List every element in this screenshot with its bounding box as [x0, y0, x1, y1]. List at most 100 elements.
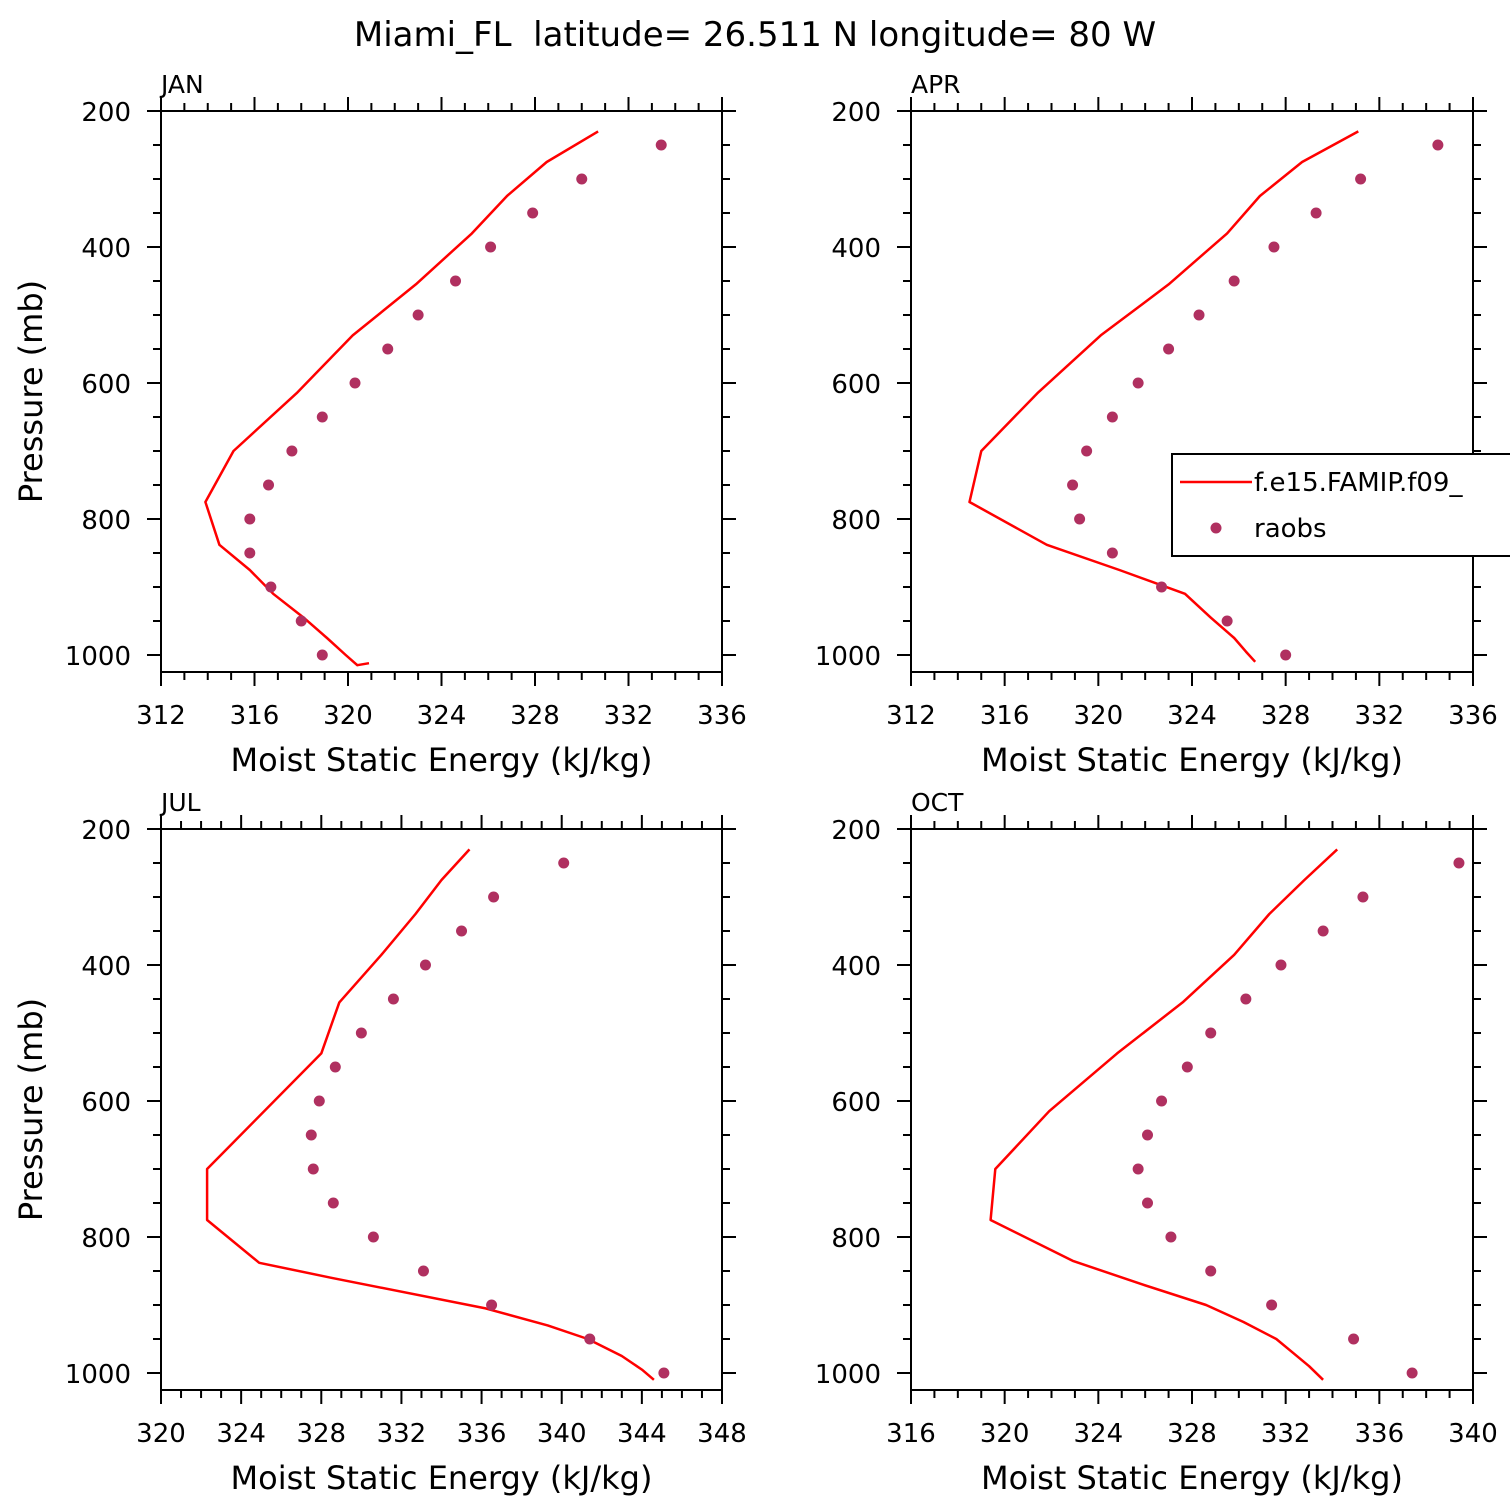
obs-point: [263, 479, 275, 491]
obs-point: [655, 139, 667, 151]
obs-point: [307, 1163, 319, 1175]
obs-point: [1280, 649, 1292, 661]
x-axis-label: Moist Static Energy (kJ/kg): [981, 741, 1403, 779]
x-tick-label: 328: [1261, 701, 1311, 731]
obs-point: [1228, 275, 1240, 287]
series-line-model: [989, 848, 1339, 1381]
x-tick-label: 320: [323, 701, 373, 731]
obs-point: [316, 649, 328, 661]
y-axis-label: Pressure (mb): [12, 998, 50, 1221]
obs-point: [355, 1027, 367, 1039]
y-tick-label: 400: [81, 952, 131, 982]
obs-point: [1432, 139, 1444, 151]
x-tick-label: 348: [697, 1419, 747, 1449]
series-line-model: [204, 130, 599, 667]
x-tick-label: 328: [510, 701, 560, 731]
panel-label: OCT: [911, 788, 964, 817]
plot-frame: [160, 110, 723, 673]
x-tick-label: 336: [1448, 701, 1498, 731]
y-tick-label: 400: [831, 952, 881, 982]
x-tick-label: 336: [457, 1419, 507, 1449]
x-tick-label: 320: [1074, 701, 1124, 731]
legend-label-obs: raobs: [1254, 514, 1327, 544]
x-axis-label: Moist Static Energy (kJ/kg): [231, 1459, 653, 1497]
obs-point: [1221, 615, 1233, 627]
obs-point: [1081, 445, 1093, 457]
obs-point: [1406, 1367, 1418, 1379]
x-tick-label: 316: [980, 701, 1030, 731]
obs-point: [367, 1231, 379, 1243]
obs-point: [1132, 1163, 1144, 1175]
obs-point: [1266, 1299, 1278, 1311]
obs-point: [286, 445, 298, 457]
x-tick-label: 328: [296, 1419, 346, 1449]
x-tick-label: 344: [617, 1419, 667, 1449]
obs-point: [244, 547, 256, 559]
y-axis-label: Pressure (mb): [12, 280, 50, 503]
y-tick-label: 200: [81, 816, 131, 846]
y-tick-label: 800: [81, 1224, 131, 1254]
obs-point: [1067, 479, 1079, 491]
obs-point: [1355, 173, 1367, 185]
obs-point: [327, 1197, 339, 1209]
obs-point: [305, 1129, 317, 1141]
x-tick-label: 340: [1448, 1419, 1498, 1449]
obs-point: [1317, 925, 1329, 937]
obs-point: [1205, 1265, 1217, 1277]
obs-point: [1156, 1095, 1168, 1107]
obs-point: [527, 207, 539, 219]
obs-point: [1106, 547, 1118, 559]
obs-point: [1142, 1197, 1154, 1209]
obs-point: [1310, 207, 1322, 219]
y-tick-label: 1000: [65, 642, 131, 672]
obs-point: [1268, 241, 1280, 253]
y-tick-label: 800: [831, 1224, 881, 1254]
obs-point: [1156, 581, 1168, 593]
x-tick-label: 324: [1167, 701, 1217, 731]
panels: JAN 312 316 320 324 328 332 336 200 400 600 800 1000…: [12, 70, 1498, 1497]
x-tick-label: 328: [1167, 1419, 1217, 1449]
y-tick-label: 600: [831, 1088, 881, 1118]
x-tick-label: 340: [537, 1419, 587, 1449]
y-tick-label: 1000: [815, 642, 881, 672]
x-tick-label: 336: [1355, 1419, 1405, 1449]
panel-label: JAN: [159, 70, 204, 99]
obs-point: [456, 925, 468, 937]
y-tick-label: 200: [831, 816, 881, 846]
obs-point: [1357, 891, 1369, 903]
obs-point: [488, 891, 500, 903]
obs-point: [295, 615, 307, 627]
x-tick-label: 336: [697, 701, 747, 731]
obs-point: [1275, 959, 1287, 971]
legend-box: [1171, 453, 1510, 557]
obs-point: [387, 993, 399, 1005]
y-tick-label: 800: [831, 506, 881, 536]
obs-point: [486, 1299, 498, 1311]
y-tick-label: 600: [831, 370, 881, 400]
series-line-model: [968, 130, 1359, 663]
y-tick-label: 600: [81, 370, 131, 400]
obs-point: [329, 1061, 341, 1073]
x-tick-label: 332: [377, 1419, 427, 1449]
x-axis-label: Moist Static Energy (kJ/kg): [981, 1459, 1403, 1497]
x-tick-label: 332: [1355, 701, 1405, 731]
obs-point: [244, 513, 256, 525]
obs-point: [1106, 411, 1118, 423]
x-tick-label: 324: [1074, 1419, 1124, 1449]
plot-frame: [910, 828, 1474, 1391]
obs-point: [313, 1095, 325, 1107]
y-tick-label: 600: [81, 1088, 131, 1118]
obs-point: [1165, 1231, 1177, 1243]
plot-frame: [160, 828, 723, 1391]
obs-point: [349, 377, 361, 389]
x-tick-label: 324: [216, 1419, 266, 1449]
panel-label: APR: [911, 70, 961, 99]
x-tick-label: 332: [1261, 1419, 1311, 1449]
y-tick-label: 1000: [65, 1360, 131, 1390]
y-tick-label: 1000: [815, 1360, 881, 1390]
panel-apr: APR 312 316 320 324 328 332 336 200 400 600 800 1000…: [815, 70, 1498, 779]
obs-point: [1163, 343, 1175, 355]
y-tick-label: 400: [831, 234, 881, 264]
obs-point: [1193, 309, 1205, 321]
